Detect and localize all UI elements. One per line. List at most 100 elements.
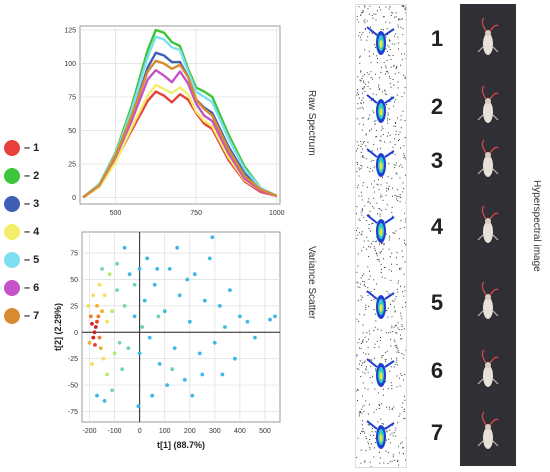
noise-speck: [364, 284, 365, 285]
noise-speck: [367, 72, 368, 73]
noise-speck: [394, 327, 395, 328]
legend-item: – 1: [4, 134, 50, 162]
noise-speck: [392, 461, 393, 462]
noise-speck: [400, 201, 401, 202]
noise-speck: [370, 6, 371, 7]
noise-speck: [401, 316, 402, 317]
noise-speck: [403, 153, 404, 154]
noise-speck: [376, 409, 377, 410]
y-tick-label: -75: [68, 409, 78, 416]
sample-number: 2: [426, 94, 448, 120]
scatter-point: [223, 325, 227, 329]
noise-speck: [389, 22, 390, 23]
scatter-point: [86, 304, 90, 308]
noise-speck: [390, 304, 391, 305]
noise-speck: [364, 5, 365, 6]
noise-speck: [370, 435, 371, 436]
noise-speck: [358, 35, 359, 36]
scatter-point: [253, 336, 257, 340]
noise-speck: [397, 189, 398, 190]
noise-speck: [387, 317, 388, 318]
noise-speck: [394, 65, 395, 66]
noise-speck: [357, 141, 358, 142]
mask-specimen-limb: [385, 217, 394, 223]
noise-speck: [389, 237, 390, 238]
photo-specimen-leg: [478, 168, 484, 174]
noise-speck: [373, 112, 374, 113]
noise-speck: [372, 223, 373, 224]
noise-speck: [391, 385, 392, 386]
noise-speck: [367, 202, 368, 203]
noise-speck: [362, 12, 363, 13]
photo-strip-drawing: [460, 4, 516, 466]
mask-specimen-limb: [385, 151, 394, 157]
noise-speck: [369, 331, 370, 332]
noise-speck: [372, 110, 373, 111]
noise-speck: [362, 342, 363, 343]
noise-speck: [375, 136, 376, 137]
noise-speck: [384, 243, 385, 244]
noise-speck: [357, 162, 358, 163]
y-tick-label: -25: [68, 356, 78, 363]
photo-specimen-leg: [492, 168, 498, 174]
noise-speck: [380, 136, 381, 137]
noise-speck: [359, 176, 360, 177]
noise-speck: [388, 188, 389, 189]
scatter-point: [137, 404, 141, 408]
noise-speck: [402, 403, 403, 404]
x-axis-label: t[1] (88.7%): [157, 440, 205, 450]
variance-scatter-label: Variance Scatter: [306, 246, 317, 319]
noise-speck: [368, 198, 369, 199]
noise-speck: [362, 428, 363, 429]
noise-speck: [405, 137, 406, 138]
noise-speck: [377, 184, 378, 185]
scatter-point: [157, 315, 161, 319]
noise-speck: [387, 45, 388, 46]
noise-speck: [397, 422, 398, 423]
noise-speck: [404, 418, 405, 419]
noise-speck: [391, 327, 392, 328]
noise-speck: [361, 15, 362, 16]
noise-speck: [362, 107, 363, 108]
legend-label: – 4: [24, 226, 39, 238]
noise-speck: [402, 442, 403, 443]
noise-speck: [390, 346, 391, 347]
photo-specimen-body: [483, 101, 493, 123]
noise-speck: [389, 430, 390, 431]
noise-speck: [370, 377, 371, 378]
noise-speck: [391, 264, 392, 265]
noise-speck: [368, 372, 369, 373]
noise-speck: [375, 321, 376, 322]
sample-number: 5: [426, 290, 448, 316]
noise-speck: [365, 286, 366, 287]
noise-speck: [370, 203, 371, 204]
noise-speck: [387, 118, 388, 119]
noise-speck: [368, 201, 369, 202]
noise-speck: [379, 405, 380, 406]
scatter-point: [138, 352, 142, 356]
noise-speck: [381, 264, 382, 265]
noise-speck: [395, 430, 396, 431]
scatter-point: [113, 352, 117, 356]
legend-item: – 7: [4, 302, 50, 330]
photo-specimen-antenna: [482, 412, 486, 425]
noise-speck: [381, 357, 382, 358]
noise-speck: [385, 49, 386, 50]
noise-speck: [389, 47, 390, 48]
noise-speck: [364, 49, 365, 50]
noise-speck: [383, 389, 384, 390]
scatter-point: [90, 362, 94, 366]
noise-speck: [379, 189, 380, 190]
noise-speck: [389, 108, 390, 109]
photo-specimen-antenna: [482, 18, 486, 31]
noise-speck: [365, 436, 366, 437]
noise-speck: [404, 411, 405, 412]
noise-speck: [374, 389, 375, 390]
noise-speck: [385, 359, 386, 360]
noise-speck: [360, 70, 361, 71]
noise-speck: [394, 36, 395, 37]
noise-speck: [358, 321, 359, 322]
noise-speck: [366, 249, 367, 250]
noise-speck: [386, 191, 387, 192]
noise-speck: [393, 147, 394, 148]
